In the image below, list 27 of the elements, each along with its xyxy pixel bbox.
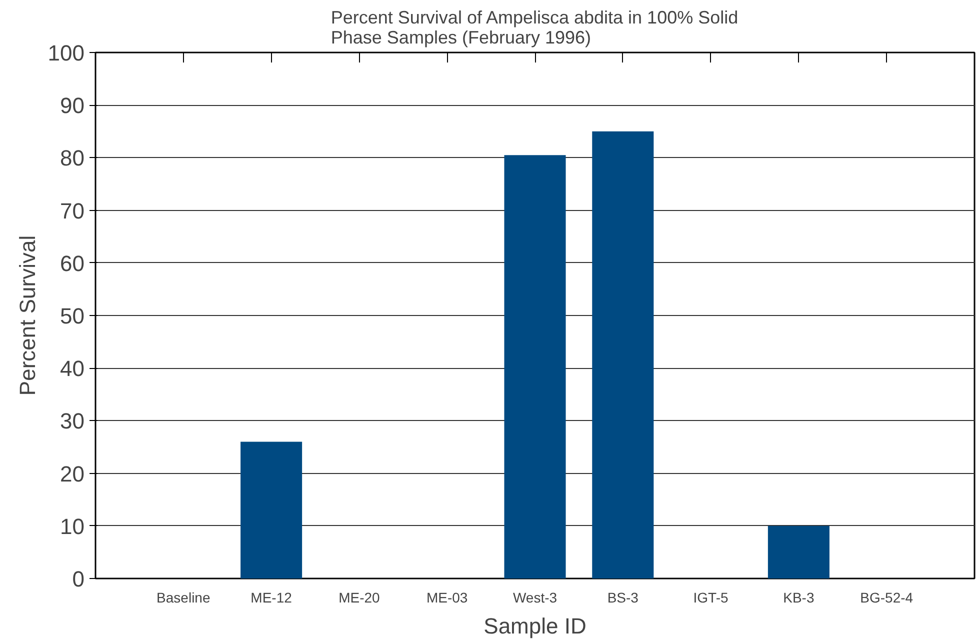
y-tick-label: 100 [48,40,85,66]
y-tick-label: 0 [72,566,85,592]
x-tick-label: ME-12 [250,590,292,606]
x-tick-label: BG-52-4 [860,590,914,606]
y-tick-label: 20 [60,461,85,486]
x-tick-label: West-3 [512,590,558,606]
y-axis-title: Percent Survival [14,235,40,396]
x-tick-label: ME-03 [426,590,468,606]
bar [504,155,566,578]
x-tick-label: KB-3 [783,590,814,606]
chart-title: Percent Survival of Ampelisca abdita in 100% Solid Phase Samples (February 1996) [330,8,738,48]
y-tick-label: 90 [60,93,85,118]
y-tick-label: 80 [60,146,85,171]
bar [240,442,302,578]
x-tick-label: IGT-5 [693,590,729,606]
y-tick-label: 30 [60,408,85,434]
bar [768,526,830,578]
y-tick-label: 60 [60,250,85,276]
x-axis-title: Sample ID [484,614,586,638]
x-tick-label: Baseline [156,590,210,606]
x-tick-label: ME-20 [338,590,380,606]
y-tick-label: 10 [60,514,85,539]
y-tick-label: 40 [60,356,85,382]
x-tick-label: BS-3 [607,590,639,606]
bar [592,131,654,578]
y-tick-label: 50 [60,304,85,328]
y-tick-label: 70 [60,198,85,224]
